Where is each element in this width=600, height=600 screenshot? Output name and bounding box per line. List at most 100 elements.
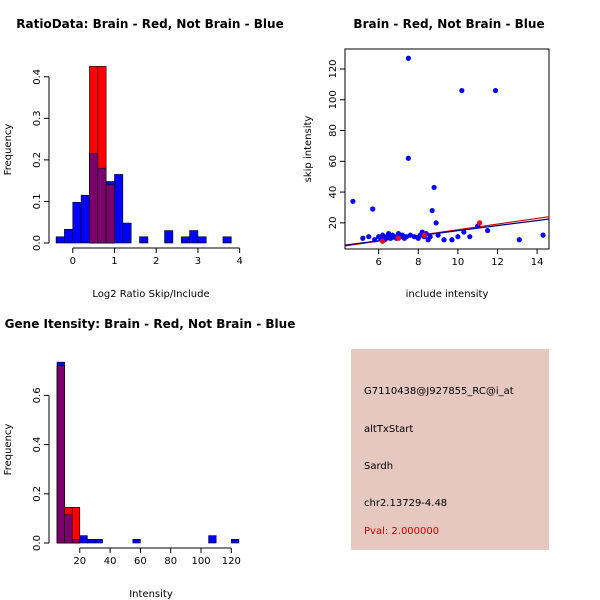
ratio-bar-not-brain [197,236,207,244]
gene-bar-not-brain [87,539,96,544]
scatter-point-not-brain [429,207,435,214]
ratio-bar-overlap [105,184,115,244]
ratio-bar-not-brain [122,222,132,244]
ratio-x-tick-label: 3 [195,256,201,267]
gene-bar-brain [71,507,81,544]
scatter-x-axis-label: include intensity [406,289,489,300]
gene-y-tick-label: 0.2 [32,486,43,502]
scatter-point-not-brain [366,234,372,240]
scatter-point-not-brain [405,155,411,161]
scatter-x-tick-label: 12 [491,257,504,268]
event-type-label: altTxStart [364,424,414,435]
scatter-point-not-brain [385,231,392,237]
gene-y-tick-label: 0.6 [32,387,43,403]
scatter-point-not-brain [405,55,411,61]
scatter-point-not-brain [372,237,378,243]
scatter-point-not-brain [459,87,465,94]
scatter-point-not-brain [540,232,546,238]
ratio-bar-not-brain [80,194,90,244]
ratio-y-tick-label: 0.4 [32,69,43,85]
genomic-location-label: chr2.13729-4.48 [364,498,448,509]
gene-x-tick-label: 40 [104,556,117,567]
scatter-point-brain [477,220,483,226]
scatter-point-not-brain [492,87,499,94]
ratio-bar-not-brain [114,174,124,244]
scatter-point-brain [421,232,427,238]
scatter-point-not-brain [411,234,417,240]
scatter-point-not-brain [350,198,356,204]
scatter-y-axis-label: skip intensity [303,116,314,183]
scatter-title: Brain - Red, Not Brain - Blue [353,17,544,31]
ratio-bar-not-brain [64,228,74,244]
scatter-point-not-brain [435,232,441,238]
scatter-y-tick-label: 80 [328,124,339,137]
gene-x-tick-label: 120 [222,556,241,567]
scatter-point-not-brain [380,232,386,238]
ratio-bar-overlap [89,153,99,244]
scatter-plot-frame [344,48,550,250]
scatter-point-not-brain [441,237,447,243]
scatter-point-not-brain [427,234,433,240]
gene-bar-not-brain [94,539,103,544]
gene-bar-not-brain [79,535,88,544]
gene-title: Gene Itensity: Brain - Red, Not Brain - … [5,317,296,331]
ratio-bar-not-brain [164,230,174,244]
scatter-point-not-brain [431,184,437,191]
pvalue-label: Pval: 2.000000 [364,526,440,537]
gene-x-axis-label: Intensity [129,589,173,600]
scatter-point-not-brain [449,237,455,243]
scatter-x-tick-label: 6 [375,257,381,268]
gene-bar-overlap [56,365,65,544]
ratio-y-axis-label: Frequency [3,124,14,176]
gene-x-tick-label: 100 [191,556,210,567]
gene-bar-not-brain [132,539,141,544]
ratio-y-tick-label: 0.0 [32,235,43,251]
ratio-bar-not-brain [180,236,190,244]
scatter-point-brain [380,238,386,244]
scatter-x-tick-label: 8 [415,257,421,268]
scatter-x-tick-label: 10 [452,257,465,268]
ratio-y-tick-label: 0.2 [32,152,43,168]
scatter-point-brain [395,235,402,241]
scatter-point-not-brain [370,206,376,212]
ratio-x-tick-label: 1 [111,256,117,267]
scatter-y-tick-label: 20 [328,216,339,229]
gene-y-tick-label: 0.0 [32,535,43,551]
ratio-bar-overlap [97,167,107,244]
scatter-point-not-brain [433,220,439,226]
ratio-x-tick-label: 2 [153,256,159,267]
scatter-point-not-brain [467,234,473,240]
ratio-bar-not-brain [222,236,232,244]
scatter-fit-line [344,218,550,246]
gene-bar-not-brain [208,535,217,544]
ratio-bar-not-brain [189,230,199,244]
scatter-point-not-brain [461,229,467,235]
scatter-point-not-brain [403,234,409,240]
ratio-y-tick-label: 0.3 [32,110,43,126]
gene-x-tick-label: 80 [164,556,177,567]
scatter-y-tick-label: 40 [328,186,339,199]
probe-info-panel: G7110438@J927855_RC@i_at altTxStart Sard… [351,349,549,550]
ratio-title: RatioData: Brain - Red, Not Brain - Blue [16,17,283,31]
gene-x-tick-label: 20 [73,556,86,567]
gene-bar-overlap [64,514,73,544]
ratio-x-tick-label: 0 [70,256,76,267]
ratio-bar-not-brain [139,236,149,244]
scatter-y-tick-label: 100 [328,90,339,109]
scatter-point-not-brain [516,237,522,243]
gene-x-tick-label: 60 [134,556,147,567]
scatter-point-not-brain [455,234,461,240]
scatter-x-tick-label: 14 [531,257,544,268]
ratio-y-tick-label: 0.1 [32,193,43,209]
gene-bar-overlap [71,539,81,544]
ratio-x-axis-label: Log2 Ratio Skip/Include [92,289,209,300]
probe-id-label: G7110438@J927855_RC@i_at [364,386,514,397]
ratio-bar-not-brain [72,201,82,244]
gene-y-tick-label: 0.4 [32,437,43,453]
scatter-point-not-brain [360,235,366,241]
scatter-y-tick-label: 120 [328,59,339,78]
ratio-bar-not-brain [55,236,65,244]
gene-bar-not-brain [231,539,240,544]
scatter-point-not-brain [485,227,491,234]
